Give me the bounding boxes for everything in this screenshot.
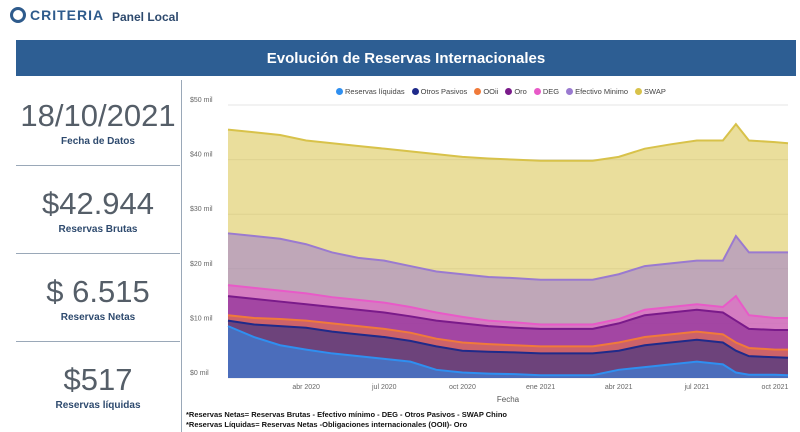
y-tick-label: $40 mil [190,152,213,159]
legend-label: OOii [483,87,499,96]
kpi-card-fecha: 18/10/2021 Fecha de Datos [16,80,180,166]
footnote-netas: *Reservas Netas= Reservas Brutas - Efect… [186,410,508,419]
line-deg [227,284,788,326]
line-efectivo-minimo [227,232,788,281]
chart-banner: Evolución de Reservas Internacionales [16,40,796,76]
legend-item[interactable]: Reservas líquidas [336,87,405,96]
x-tick-label: abr 2020 [292,384,320,391]
x-axis-label: Fecha [497,395,520,404]
kpi-card-netas: $ 6.515 Reservas Netas [16,256,180,342]
legend-dot-icon [505,88,513,95]
criteria-logo: CRITERIA [10,7,104,23]
footnote-liquidas: *Reservas Líquidas= Reservas Netas -Obli… [186,420,468,429]
kpi-value-liquidas: $517 [63,362,133,397]
kpi-card-liquidas: $517 Reservas líquidas [16,344,180,430]
y-tick-label: $50 mil [190,97,213,104]
kpi-column: 18/10/2021 Fecha de Datos $42.944 Reserv… [16,80,180,432]
footnotes: *Reservas Netas= Reservas Brutas - Efect… [186,410,507,430]
legend-label: Reservas líquidas [345,87,405,96]
x-tick-label: abr 2021 [605,384,633,391]
panel-title[interactable]: Panel Local [112,10,179,24]
kpi-label-netas: Reservas Netas [60,312,136,323]
line-oro [227,295,788,331]
legend-dot-icon [411,88,419,95]
kpi-label-liquidas: Reservas líquidas [55,400,141,411]
legend-label: DEG [542,87,560,96]
x-tick-label: jul 2020 [371,384,397,391]
legend-item[interactable]: SWAP [635,87,666,96]
kpi-value-brutas: $42.944 [41,186,155,221]
vertical-divider [181,80,182,432]
kpi-label-brutas: Reservas Brutas [58,224,138,235]
legend-label: Efectivo Minimo [575,87,629,96]
kpi-value-fecha: 18/10/2021 [20,98,176,133]
legend-item[interactable]: Efectivo Minimo [566,87,628,96]
legend-label: Otros Pasivos [420,87,468,96]
logo-ring-icon [10,7,26,23]
x-tick-label: oct 2021 [762,384,789,391]
line-reservas-líquidas [227,325,789,377]
chart-legend: Reservas líquidas Otros Pasivos OOii Oro DEG… [336,87,666,96]
y-tick-label: $20 mil [190,261,213,268]
area-chart-svg[interactable]: $0 mil $10 mil $20 mil $30 mil $40 mil $50 mi… [186,80,796,410]
y-tick-label: $10 mil [190,315,213,322]
logo-text: CRITERIA [30,7,105,23]
line-otros-pasivos [227,319,789,359]
legend-dot-icon [336,88,343,95]
kpi-label-fecha: Fecha de Datos [61,136,135,147]
kpi-value-netas: $ 6.515 [46,274,150,309]
legend-label: Oro [514,87,527,96]
legend-item[interactable]: DEG [533,87,560,96]
area-reservas-líquidas [228,326,788,378]
legend-dot-icon [566,88,574,95]
legend-item[interactable]: OOii [474,87,498,96]
legend-item[interactable]: Otros Pasivos [411,87,468,96]
reserves-chart: Reservas líquidas Otros Pasivos OOii Oro DEG… [186,80,796,410]
legend-dot-icon [533,88,541,95]
x-tick-label: oct 2020 [449,384,476,391]
legend-label: SWAP [644,87,666,96]
line-ooii [227,314,788,351]
y-tick-label: $30 mil [190,206,213,213]
y-tick-label: $0 mil [190,370,209,377]
x-tick-label: jul 2021 [684,384,710,391]
x-tick-label: ene 2021 [526,384,555,391]
top-bar: CRITERIA Panel Local [0,0,800,36]
legend-dot-icon [474,88,482,95]
legend-dot-icon [635,88,643,95]
kpi-card-brutas: $42.944 Reservas Brutas [16,168,180,254]
line-swap [227,122,789,162]
legend-item[interactable]: Oro [505,87,527,96]
